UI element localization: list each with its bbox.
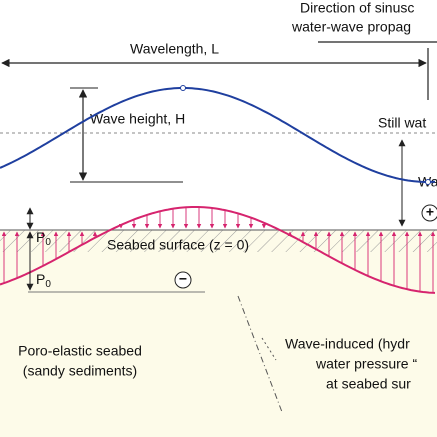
p0-main: P bbox=[36, 229, 45, 245]
p0-label: P0 bbox=[36, 229, 51, 248]
seabed-text: Poro-elastic seabed bbox=[18, 343, 142, 359]
water-wave bbox=[0, 87, 436, 183]
p0-sub: 0 bbox=[45, 279, 51, 290]
seabed-area bbox=[0, 230, 437, 437]
wavelength-label: Wavelength, L bbox=[130, 41, 219, 57]
p0-main: P bbox=[36, 271, 45, 287]
p0-sub: 0 bbox=[45, 237, 51, 248]
direction-text: water-wave propag bbox=[291, 19, 411, 35]
pressure-curve bbox=[0, 206, 436, 294]
seabed-text: (sandy sediments) bbox=[23, 363, 137, 379]
seabed-surface-label: Seabed surface (z = 0) bbox=[107, 237, 249, 253]
leader-line bbox=[261, 337, 277, 361]
direction-text: Direction of sinusc bbox=[300, 0, 414, 16]
crest-point bbox=[425, 179, 431, 185]
minus-sign: − bbox=[179, 271, 187, 287]
still-water-label: Still wat bbox=[378, 115, 426, 131]
trough-point bbox=[180, 85, 186, 91]
pressure-text: at seabed sur bbox=[326, 376, 411, 392]
pressure-text: Wave-induced (hydr bbox=[285, 336, 410, 352]
pressure-text: water pressure “ bbox=[315, 356, 417, 372]
wave-height-label: Wave height, H bbox=[90, 111, 185, 127]
minus-circle bbox=[174, 271, 192, 289]
plus-circle bbox=[421, 204, 437, 222]
p0-label: P0 bbox=[36, 271, 51, 290]
plus-sign: + bbox=[426, 204, 434, 220]
wave-group bbox=[0, 85, 436, 294]
